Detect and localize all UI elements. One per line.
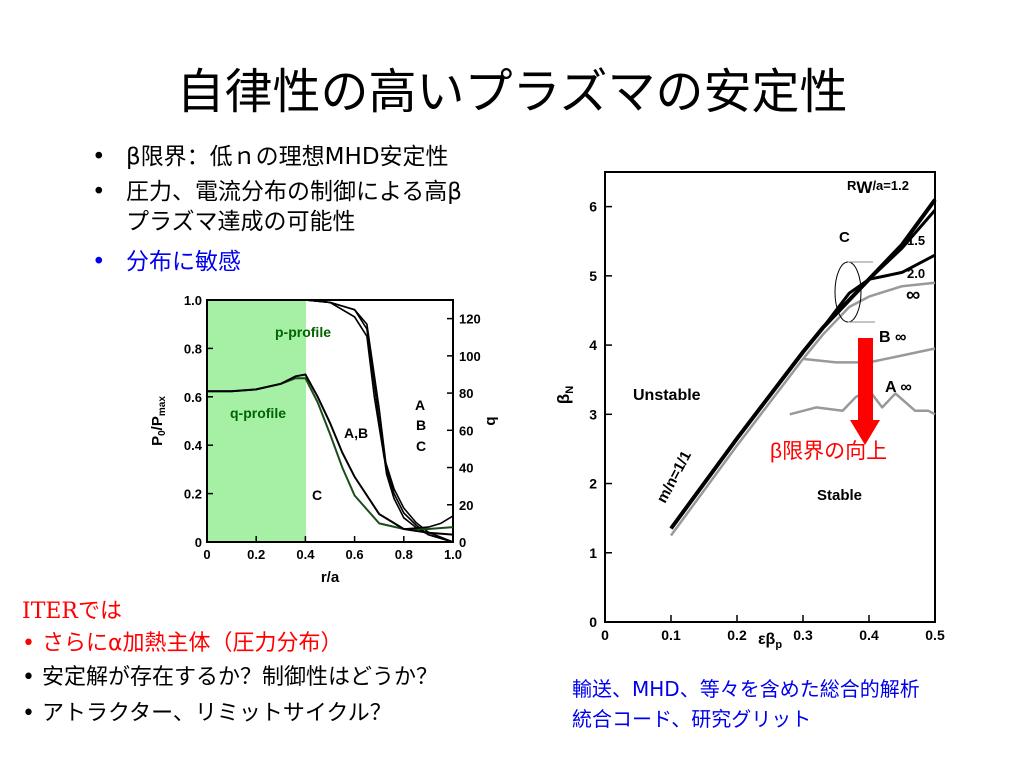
bullet-text: 分布に敏感 — [126, 249, 241, 275]
x-tick-label: 0.6 — [346, 547, 364, 562]
beta-line — [821, 253, 936, 329]
y-right-tick-label: 20 — [459, 498, 473, 513]
label-rw-2-0: 2.0 — [907, 266, 925, 281]
unstable-label: Unstable — [633, 387, 701, 404]
y-left-tick-label: 0.2 — [184, 487, 202, 502]
y-right-tick-label: 0 — [459, 535, 466, 550]
label-A-inf: A ∞ — [885, 379, 912, 396]
label-p-A: A — [415, 397, 425, 413]
y-right-tick-label: 100 — [459, 349, 481, 364]
x-tick-label: 0 — [601, 627, 609, 643]
x-tick-label: 0.1 — [661, 627, 681, 643]
y-tick-label: 0 — [589, 614, 597, 630]
y-left-tick-label: 0 — [195, 535, 202, 550]
x-axis-label: r/a — [321, 569, 340, 586]
x-tick-label: 0 — [203, 547, 210, 562]
beta-line — [669, 281, 936, 537]
iter-line-attractor: • アトラクター、リミットサイクル？ — [22, 701, 392, 726]
iter-heading: ITERでは — [22, 599, 122, 624]
y-right-axis-label: q — [482, 416, 499, 425]
bullet-marker: • — [92, 249, 106, 275]
p-profile-label: p-profile — [275, 324, 331, 340]
iter-line-stability: • 安定解が存在するか？制御性はどうか？ — [22, 665, 438, 690]
bullet-text: β限界：低ｎの理想MHD安定性 — [126, 144, 449, 170]
x-tick-label: 0.8 — [395, 547, 413, 562]
y-tick-label: 5 — [589, 268, 597, 284]
label-inf-C: ∞ — [906, 284, 920, 306]
profile-line — [403, 515, 454, 530]
y-tick-label: 3 — [589, 406, 597, 422]
beta-limit-improvement-label: β限界の向上 — [770, 440, 887, 463]
x-tick-label: 0.5 — [925, 627, 945, 643]
x-tick-label: 0.3 — [793, 627, 813, 643]
y-tick-label: 1 — [589, 545, 597, 561]
beta-chart: 0 0.1 0.2 0.3 0.4 0.5 0 1 2 3 4 5 6 C RW/a=1.2 1.5 2… — [554, 171, 945, 650]
label-rw-1-2: RW/a=1.2 — [847, 178, 909, 197]
slide-title: 自律性の高いプラズマの安定性 — [176, 64, 848, 120]
bullet-text: 圧力、電流分布の制御による高β — [126, 179, 462, 205]
y-left-tick-label: 0.6 — [184, 390, 202, 405]
x-axis-label: εβp — [758, 631, 782, 650]
y-left-axis-label: P0/Pmax — [149, 396, 168, 446]
plot-frame — [206, 299, 454, 543]
beta-line — [789, 388, 936, 416]
x-tick-label: 0.2 — [247, 547, 265, 562]
core-region-shade — [207, 300, 306, 542]
bullet-marker: • — [92, 179, 106, 205]
stable-label: Stable — [817, 487, 862, 504]
bullet-sensitive: • 分布に敏感 — [92, 248, 342, 278]
x-tick-label: 0.2 — [727, 627, 747, 643]
axis-ticks: 0 0.1 0.2 0.3 0.4 0.5 0 1 2 3 4 5 6 — [589, 199, 945, 643]
y-left-tick-label: 0.4 — [184, 438, 203, 453]
analysis-note-line-1: 輸送、MHD、等々を含めた総合的解析 — [572, 677, 920, 701]
label-q-AB: A,B — [344, 425, 368, 441]
bullet-profile-control: • 圧力、電流分布の制御による高β プラズマ達成の可能性 — [92, 178, 562, 238]
y-right-tick-label: 40 — [459, 461, 473, 476]
x-tick-label: 0.4 — [296, 547, 315, 562]
bullet-text-continued: プラズマ達成の可能性 — [126, 209, 356, 235]
x-tick-label: 0.4 — [859, 627, 879, 643]
y-left-tick-label: 1.0 — [184, 293, 202, 308]
y-tick-label: 6 — [589, 199, 597, 215]
bullet-marker: • — [92, 144, 106, 170]
y-right-tick-label: 60 — [459, 423, 473, 438]
x-tick-label: 1.0 — [444, 547, 462, 562]
profile-chart: 0 0.2 0.4 0.6 0.8 1.000.20.40.60.81.002040608… — [149, 293, 499, 586]
axis-ticks: 0 0.2 0.4 0.6 0.8 1.000.20.40.60.81.002040608… — [184, 293, 481, 562]
profile-line — [305, 299, 454, 543]
y-axis-label: βN — [554, 386, 576, 404]
bullet-beta-limit: • β限界：低ｎの理想MHD安定性 — [92, 143, 552, 173]
label-p-B: B — [416, 417, 426, 433]
profile-lines — [207, 299, 454, 543]
y-left-tick-label: 0.8 — [184, 341, 202, 356]
label-C: C — [839, 229, 850, 246]
iter-line-alpha-heating: • さらにα加熱主体（圧力分布） — [22, 631, 343, 656]
y-tick-label: 4 — [589, 337, 597, 353]
profile-line — [207, 373, 454, 536]
q-profile-label: q-profile — [230, 405, 286, 421]
y-right-tick-label: 120 — [459, 312, 481, 327]
beta-limit-up-arrow — [850, 338, 880, 445]
y-right-tick-label: 80 — [459, 386, 473, 401]
label-rw-1-5: 1.5 — [907, 233, 925, 248]
analysis-note-line-2: 統合コード、研究グリット — [572, 707, 812, 731]
beta-line — [821, 209, 937, 329]
label-B-inf: B ∞ — [879, 329, 906, 346]
y-tick-label: 2 — [589, 476, 597, 492]
beta-lines — [669, 198, 937, 537]
label-q-C: C — [312, 487, 322, 503]
label-p-C: C — [416, 438, 426, 454]
